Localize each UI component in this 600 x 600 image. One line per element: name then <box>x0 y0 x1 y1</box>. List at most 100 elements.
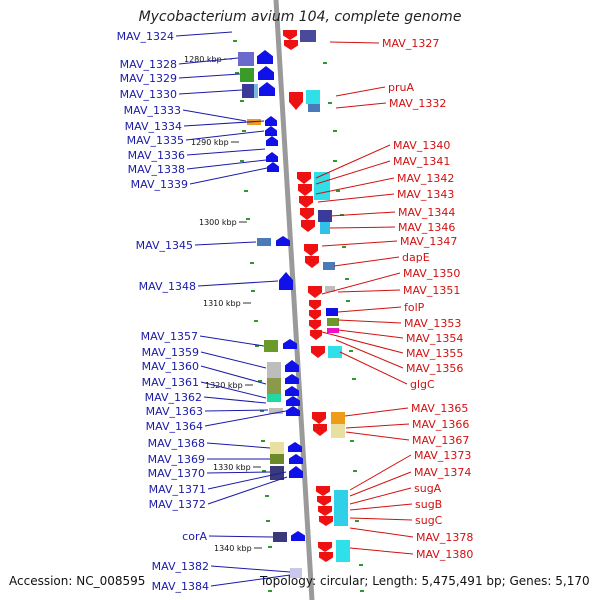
left-gene-label: corA <box>182 530 207 543</box>
tick-mark <box>342 246 346 248</box>
leader-line <box>194 241 257 246</box>
tick-mark <box>261 440 265 442</box>
leader-line <box>329 211 396 217</box>
backbone-line <box>273 0 315 600</box>
tick-mark <box>350 440 354 442</box>
gene-box <box>306 90 320 104</box>
leader-line <box>207 476 288 505</box>
ruler-tick-label: 1290 kbp <box>191 138 229 147</box>
left-gene-label: MAV_1371 <box>149 483 206 496</box>
gene-arrow-forward <box>265 116 277 126</box>
gene-box <box>323 262 335 270</box>
gene-box <box>238 52 254 66</box>
tick-mark <box>250 262 254 264</box>
tick-mark <box>246 218 250 220</box>
right-gene-label: MAV_1347 <box>400 235 457 248</box>
leader-line <box>186 148 266 156</box>
gene-arrow-forward <box>285 386 299 396</box>
ruler-tick-label: 1280 kbp <box>184 55 222 64</box>
gene-arrow-reverse <box>283 30 297 40</box>
leader-line <box>315 177 395 195</box>
leader-line <box>321 272 401 295</box>
gene-arrow-forward <box>285 360 299 372</box>
gene-box <box>318 210 332 222</box>
leader-line <box>210 565 291 573</box>
leader-line <box>349 517 413 521</box>
right-gene-label: pruA <box>388 81 414 94</box>
leader-line <box>345 431 410 441</box>
gene-arrow-forward <box>276 236 290 246</box>
right-gene-label: MAV_1340 <box>393 139 450 152</box>
left-gene-label: MAV_1362 <box>145 391 202 404</box>
right-gene-label: MAV_1365 <box>411 402 468 415</box>
leader-line <box>189 167 268 185</box>
gene-arrow-reverse <box>310 330 322 340</box>
leader-line <box>349 527 414 538</box>
gene-arrow-reverse <box>317 496 331 506</box>
gene-arrow-reverse <box>299 196 313 208</box>
right-gene-label: dapE <box>402 251 430 264</box>
tick-mark <box>349 350 353 352</box>
leader-line <box>206 471 271 474</box>
gene-box <box>267 378 281 394</box>
left-gene-label: MAV_1324 <box>117 30 174 43</box>
gene-arrow-reverse <box>297 172 311 184</box>
gene-arrow-reverse <box>300 208 314 220</box>
gene-box <box>336 540 350 562</box>
gene-box <box>257 238 271 246</box>
leader-line <box>335 339 404 369</box>
left-gene-label: MAV_1328 <box>120 58 177 71</box>
left-gene-label: MAV_1339 <box>131 178 188 191</box>
leader-line <box>178 89 243 95</box>
right-gene-label: MAV_1341 <box>393 155 450 168</box>
right-gene-label: MAV_1367 <box>412 434 469 447</box>
tick-mark <box>323 62 327 64</box>
gene-box <box>267 394 281 402</box>
gene-arrow-reverse <box>319 552 333 562</box>
leader-line <box>349 547 414 555</box>
ruler-tick-label: 1330 kbp <box>213 463 251 472</box>
gene-box <box>328 346 342 358</box>
left-gene-label: MAV_1333 <box>124 104 181 117</box>
tick-mark <box>240 100 244 102</box>
tick-mark <box>258 380 262 382</box>
tick-mark <box>353 470 357 472</box>
leader-line <box>206 442 271 449</box>
gene-box <box>269 408 283 414</box>
right-gene-label: MAV_1346 <box>398 221 455 234</box>
gene-arrow-forward <box>279 272 293 290</box>
leader-line <box>344 407 409 417</box>
gene-box <box>270 454 284 464</box>
tick-mark <box>242 130 246 132</box>
leader-line <box>185 130 265 141</box>
gene-box <box>327 318 339 326</box>
accession-text: Accession: NC_008595 <box>9 574 146 588</box>
left-gene-label: MAV_1335 <box>127 134 184 147</box>
left-gene-label: MAV_1361 <box>142 376 199 389</box>
tick-mark <box>268 546 272 548</box>
left-gene-label: MAV_1384 <box>152 580 209 593</box>
right-gene-label: glgC <box>410 378 435 391</box>
right-gene-label: MAV_1342 <box>397 172 454 185</box>
right-gene-label: sugC <box>415 514 443 527</box>
leader-line <box>204 409 269 412</box>
tick-mark <box>240 160 244 162</box>
gene-arrow-forward <box>291 531 305 541</box>
tick-mark <box>333 130 337 132</box>
left-gene-label: MAV_1363 <box>146 405 203 418</box>
leader-line <box>178 57 239 65</box>
leader-line <box>203 396 267 404</box>
gene-arrow-reverse <box>318 542 332 552</box>
gene-arrow-forward <box>288 442 302 452</box>
tick-mark <box>254 320 258 322</box>
ruler-tick-label: 1300 kbp <box>199 218 237 227</box>
right-gene-label: sugA <box>414 482 442 495</box>
leader-line <box>335 102 387 109</box>
gene-arrow-reverse <box>298 184 312 196</box>
right-gene-label: MAV_1355 <box>406 347 463 360</box>
leader-line <box>183 120 265 127</box>
right-gene-label: MAV_1378 <box>416 531 473 544</box>
gene-arrow-reverse <box>311 346 325 358</box>
